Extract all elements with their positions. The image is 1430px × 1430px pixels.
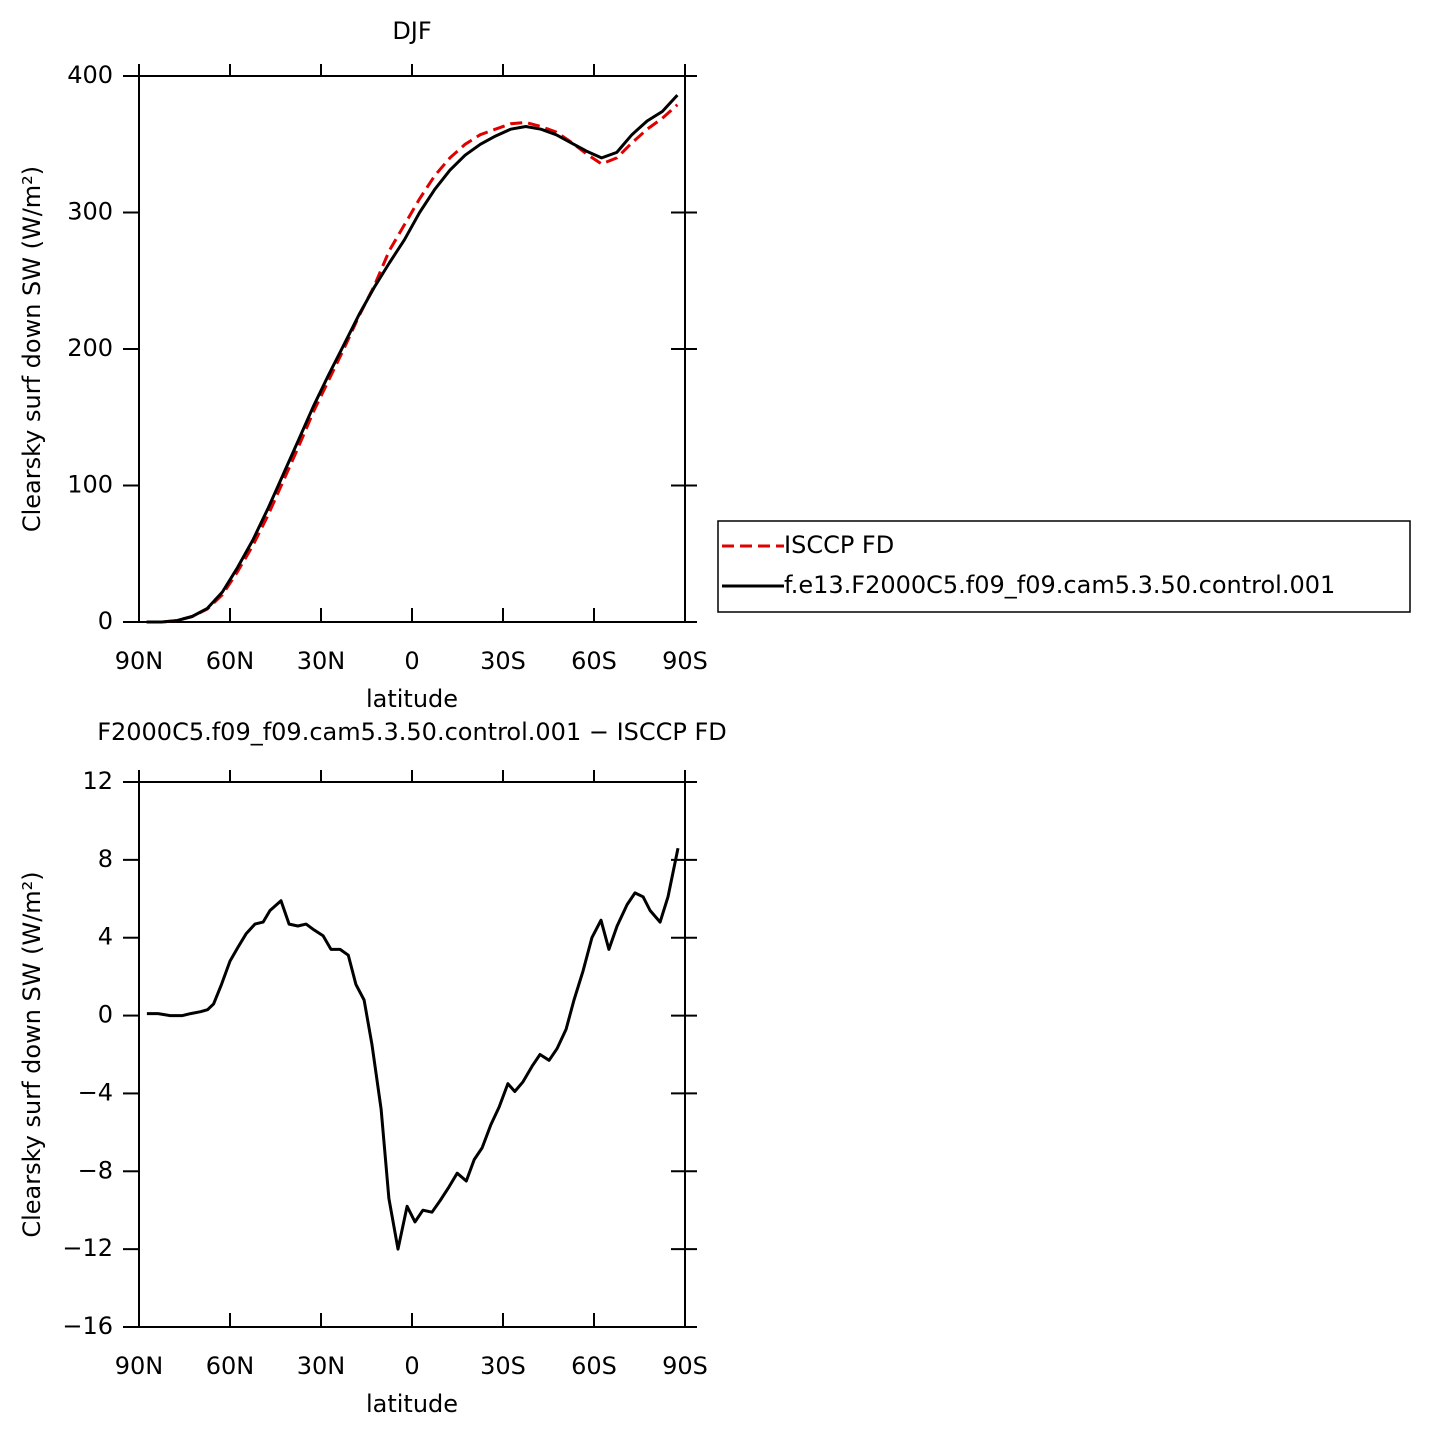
y-axis-label: Clearsky surf down SW (W/m²): [18, 871, 46, 1237]
legend-label: f.e13.F2000C5.f09_f09.cam5.3.50.control.…: [784, 571, 1335, 599]
x-axis-label: latitude: [366, 1390, 458, 1418]
x-tick-label: 60S: [571, 1352, 617, 1380]
y-tick-label: 300: [67, 198, 113, 226]
plot-frame: [138, 781, 686, 1328]
y-tick-label: 0: [98, 607, 113, 635]
y-tick-label: −4: [78, 1078, 113, 1106]
x-tick-label: 90S: [662, 647, 708, 675]
x-tick-label: 30N: [297, 647, 346, 675]
x-tick-label: 60N: [206, 647, 255, 675]
x-tick-label: 90N: [115, 647, 164, 675]
y-tick-label: 12: [82, 767, 113, 795]
y-tick-label: 8: [98, 845, 113, 873]
y-tick-label: −8: [78, 1156, 113, 1184]
x-tick-label: 90S: [662, 1352, 708, 1380]
legend-box: [717, 520, 1411, 613]
x-tick-label: 90N: [115, 1352, 164, 1380]
x-axis-label: latitude: [366, 685, 458, 713]
series-line: [146, 103, 679, 624]
y-tick-label: 200: [67, 334, 113, 362]
x-tick-label: 60N: [206, 1352, 255, 1380]
series-line: [146, 94, 679, 624]
x-tick-label: 30S: [480, 647, 526, 675]
y-tick-label: −12: [62, 1234, 113, 1262]
y-tick-label: 400: [67, 61, 113, 89]
x-tick-label: 60S: [571, 647, 617, 675]
y-tick-label: 0: [98, 1001, 113, 1029]
x-tick-label: 0: [404, 647, 419, 675]
chart-title: F2000C5.f09_f09.cam5.3.50.control.001 − …: [97, 718, 727, 746]
series-line: [146, 847, 680, 1251]
legend-label: ISCCP FD: [784, 531, 894, 559]
y-tick-label: 4: [98, 923, 113, 951]
x-tick-label: 30S: [480, 1352, 526, 1380]
y-tick-label: 100: [67, 471, 113, 499]
x-tick-label: 30N: [297, 1352, 346, 1380]
y-axis-label: Clearsky surf down SW (W/m²): [18, 166, 46, 532]
chart-title: DJF: [392, 17, 431, 45]
x-tick-label: 0: [404, 1352, 419, 1380]
y-tick-label: −16: [62, 1312, 113, 1340]
